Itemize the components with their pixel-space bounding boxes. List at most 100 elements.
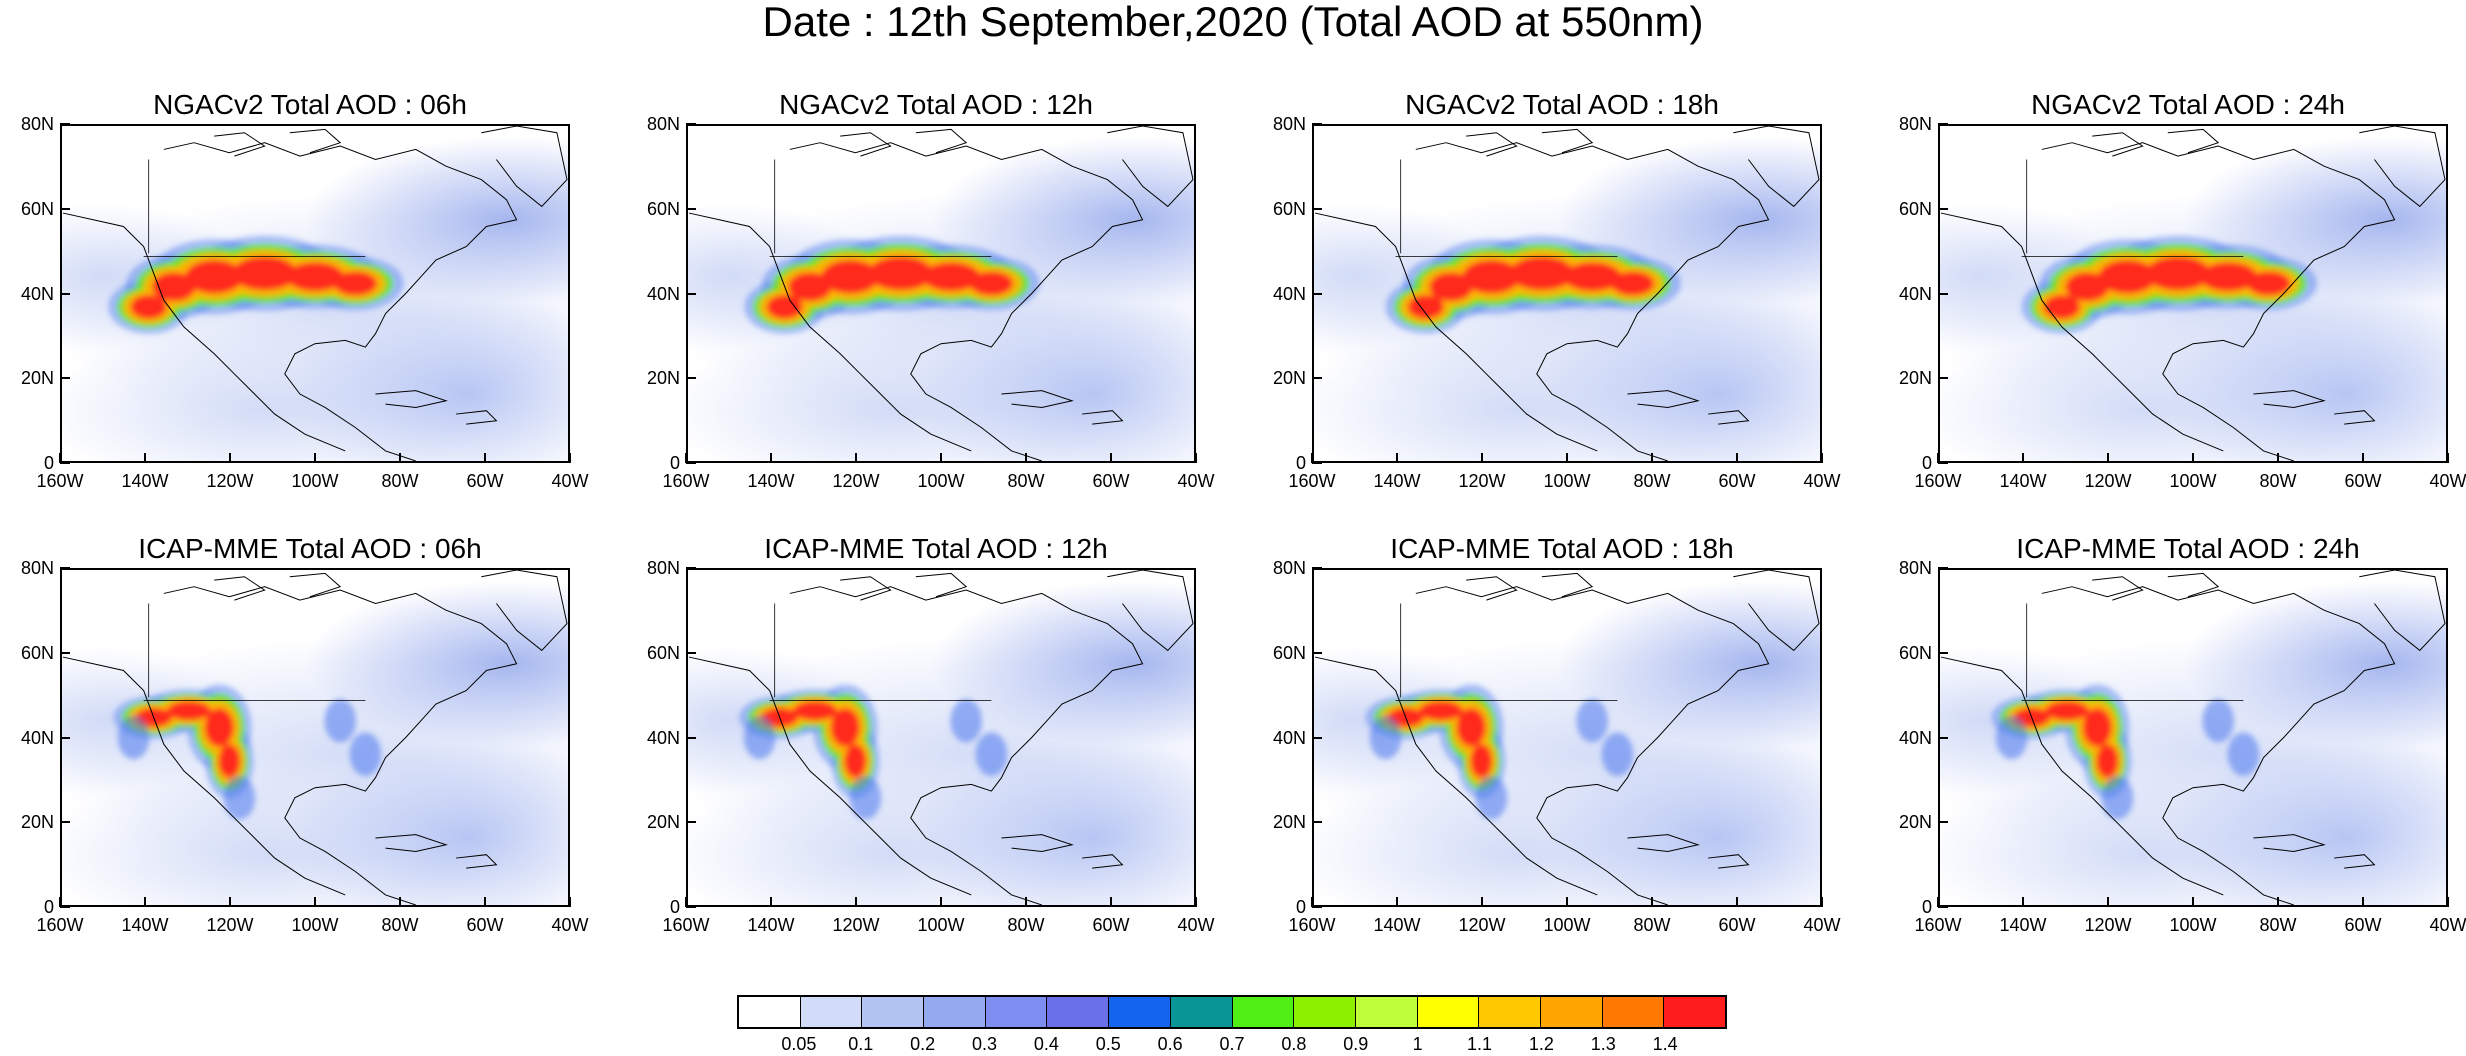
coastline [62,656,346,896]
smoke-cell [868,256,934,291]
longitude-label: 40W [2429,471,2466,491]
colorbar-swatch [1540,997,1603,1027]
coastline [2359,126,2446,208]
smoke-cell [130,294,167,319]
latitude-tick [1312,292,1322,295]
latitude-label: 40N [20,283,54,304]
figure-title: Date : 12th September,2020 (Total AOD at… [762,0,1704,45]
longitude-tick [1736,897,1738,907]
longitude-tick [940,453,942,463]
longitude-tick [399,897,401,907]
smoke-cell [950,699,983,743]
colorbar-label: 1.1 [1466,1034,1493,1054]
coastline [915,128,968,154]
aod-map [60,124,570,463]
latitude-tick [1312,123,1322,125]
longitude-label: 120W [206,915,254,935]
latitude-label: 60N [1272,198,1306,219]
latitude-tick [1938,567,1948,569]
latitude-tick [1312,462,1322,464]
coastline [1314,212,1598,452]
latitude-label: 80N [646,558,680,578]
latitude-tick [1312,207,1322,210]
latitude-label: 20N [1272,812,1306,833]
longitude-label: 120W [1458,915,1506,935]
panel-title: NGACv2 Total AOD : 24h [2031,89,2345,120]
coastline [1082,410,1124,425]
coastline [1733,570,1820,652]
longitude-tick [2362,453,2364,463]
longitude-tick [1195,453,1197,463]
colorbar-label: 1.3 [1590,1034,1616,1054]
longitude-tick [1481,453,1483,463]
longitude-label: 160W [662,915,710,935]
map-panel: ICAP-MME Total AOD : 24h 80N 60N 40N 20N 0 160… [1878,534,2466,1034]
smoke-cell [849,776,882,820]
coastline [1541,128,1594,154]
aod-map [1312,124,1822,463]
longitude-tick [1110,453,1112,463]
coastline [481,126,568,208]
longitude-tick [2362,897,2364,907]
latitude-tick [60,736,70,739]
smoke-cell [2145,256,2211,291]
longitude-label: 60W [1718,915,1756,935]
latitude-label: 20N [1898,368,1932,389]
longitude-label: 140W [1373,915,1421,935]
latitude-tick [1938,207,1948,210]
latitude-tick [686,377,696,380]
longitude-tick [1396,453,1398,463]
longitude-label: 40W [2429,915,2466,935]
latitude-tick [60,123,70,125]
coastline [62,212,346,452]
panel-title: ICAP-MME Total AOD : 18h [1390,533,1734,564]
longitude-label: 100W [291,915,339,935]
longitude-tick [770,453,772,463]
smoke-plume [1365,684,1634,820]
map-canvas [62,126,568,461]
latitude-tick [1938,123,1948,125]
longitude-tick [1195,897,1197,907]
smoke-cell [830,708,860,747]
longitude-label: 80W [381,471,419,491]
smoke-cell [2045,701,2089,721]
aod-map [1938,124,2448,463]
longitude-label: 40W [1803,471,1841,491]
longitude-tick [2022,453,2024,463]
longitude-tick [1110,897,1112,907]
smoke-plume [744,235,1040,334]
longitude-label: 100W [917,471,965,491]
longitude-label: 120W [206,471,254,491]
longitude-label: 80W [1007,915,1045,935]
coastline [163,586,518,905]
colorbar-label: 0.6 [1157,1034,1183,1054]
longitude-label: 80W [2259,471,2297,491]
latitude-label: 20N [20,368,54,389]
latitude-label: 20N [646,368,680,389]
latitude-label: 40N [1898,727,1932,748]
latitude-tick [1938,736,1948,739]
latitude-tick [1312,906,1322,908]
smoke-cell [1563,262,1622,292]
latitude-label: 0 [669,453,680,473]
longitude-label: 140W [1373,471,1421,491]
colorbar-swatch [800,997,863,1027]
longitude-label: 160W [1288,471,1336,491]
latitude-label: 0 [43,897,54,917]
longitude-label: 160W [36,471,84,491]
longitude-tick [1566,897,1568,907]
colorbar-swatch [1170,997,1233,1027]
coastline [1107,126,1194,208]
colorbar-swatch [1602,997,1665,1027]
longitude-tick [2192,453,2194,463]
latitude-tick [1312,567,1322,569]
coastline [1107,570,1194,652]
longitude-tick [2277,453,2279,463]
longitude-label: 40W [551,471,589,491]
longitude-label: 100W [1543,471,1591,491]
smoke-cell [975,732,1008,776]
smoke-cell [152,272,196,302]
longitude-label: 140W [121,915,169,935]
coastline [289,572,342,598]
smoke-cell [2043,294,2081,319]
